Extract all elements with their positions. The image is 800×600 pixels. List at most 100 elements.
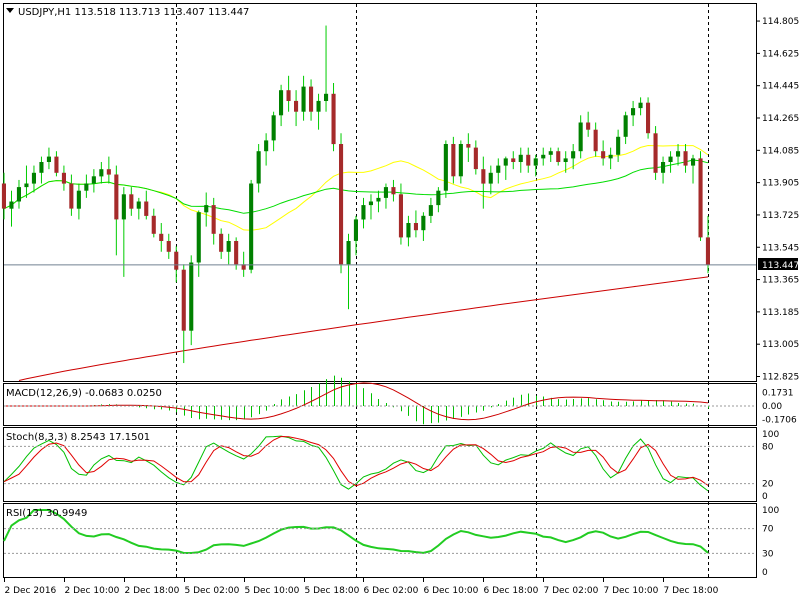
candle-body	[481, 169, 486, 184]
price-tick-label: 113.545	[762, 243, 799, 253]
candle-body	[204, 205, 209, 213]
candle-body	[631, 108, 636, 116]
candle-body	[578, 122, 583, 152]
candle-body	[608, 154, 613, 159]
candle-body	[646, 102, 651, 134]
candle-body	[586, 122, 591, 130]
price-tick-label: 114.805	[762, 17, 799, 27]
macd-histogram	[4, 375, 709, 425]
time-tick-label: 6 Dec 02:00	[364, 586, 419, 596]
candle-body	[533, 158, 538, 166]
candle-body	[368, 201, 373, 206]
candle-body	[189, 262, 194, 331]
time-axis: 2 Dec 2016 2 Dec 10:00 2 Dec 18:00 5 Dec 02…	[4, 578, 719, 596]
candle-body	[556, 151, 561, 162]
candle-body	[174, 251, 179, 270]
candle-body	[181, 269, 186, 331]
price-tick-label: 114.625	[762, 49, 799, 59]
time-tick-label: 5 Dec 10:00	[245, 586, 300, 596]
candle-body	[271, 115, 276, 141]
moving-averages	[3, 144, 709, 381]
candle-body	[526, 154, 531, 166]
candle-body	[76, 190, 81, 209]
stoch-title: Stoch(8,3,3) 8.2543 17.1501	[6, 432, 150, 443]
candle-body	[84, 183, 89, 191]
price-tick-label: 113.005	[762, 340, 799, 350]
candle-body	[443, 144, 448, 191]
indicator-axes: 0.1731 0.00 -0.1706 100 80 20 0 100 70 30 0	[762, 388, 797, 578]
candle-body	[99, 169, 104, 177]
candle-body	[638, 102, 643, 109]
candle-body	[256, 151, 261, 184]
candle-body	[69, 183, 74, 209]
stoch-tick-label: 0	[762, 492, 768, 502]
candle-body	[593, 129, 598, 152]
candle-body	[511, 158, 516, 162]
candle-body	[121, 194, 126, 220]
stoch-tick-label: 100	[762, 430, 779, 440]
time-tick-label: 7 Dec 18:00	[664, 586, 719, 596]
time-tick-label: 2 Dec 2016	[5, 586, 57, 596]
candle-body	[668, 156, 673, 162]
candle-body	[353, 219, 358, 241]
candle-body	[361, 205, 366, 220]
candle-body	[653, 133, 658, 173]
candle-body	[16, 187, 21, 202]
candle-body	[39, 162, 44, 173]
price-tick-label: 114.265	[762, 114, 799, 124]
candle-body	[376, 197, 381, 202]
candle-body	[136, 201, 141, 209]
macd-tick-label: 0.00	[762, 402, 782, 412]
candle-body	[346, 241, 351, 265]
stoch-signal-line	[3, 435, 709, 487]
time-tick-label: 7 Dec 10:00	[604, 586, 659, 596]
candle-body	[54, 156, 59, 173]
rsi-title: RSI(13) 30.9949	[6, 508, 87, 519]
ma-mid-line	[3, 159, 709, 214]
stoch-tick-label: 80	[762, 442, 774, 452]
symbol-header: USDJPY,H1 113.518 113.713 113.407 113.44…	[18, 7, 249, 18]
candle-body	[503, 158, 508, 166]
candle-body	[496, 165, 501, 173]
candle-body	[698, 158, 703, 238]
candle-body	[391, 187, 396, 195]
time-tick-label: 2 Dec 18:00	[125, 586, 180, 596]
candle-body	[294, 100, 299, 112]
macd-tick-label: 0.1731	[762, 388, 794, 398]
ma-slow-line	[18, 276, 709, 381]
candle-body	[339, 144, 344, 265]
current-price-label: 113.447	[762, 261, 799, 271]
candle-body	[563, 158, 568, 162]
rsi-tick-label: 0	[762, 568, 768, 578]
candle-body	[61, 172, 66, 184]
symbol-arrow-icon	[6, 8, 14, 13]
candle-body	[466, 144, 471, 148]
time-tick-label: 6 Dec 18:00	[484, 586, 539, 596]
candle-body	[661, 162, 666, 173]
time-tick-label: 5 Dec 18:00	[305, 586, 360, 596]
candle-body	[413, 223, 418, 231]
candle-body	[616, 136, 621, 155]
candle-body	[331, 93, 336, 145]
price-tick-label: 114.445	[762, 82, 799, 92]
candle-body	[458, 144, 463, 177]
price-axis: 114.805 114.625 114.445 114.265 114.085 113.9…	[756, 17, 799, 383]
candle-body	[601, 151, 606, 159]
candle-body	[541, 154, 546, 159]
time-tick-label: 5 Dec 02:00	[185, 586, 240, 596]
candle-body	[398, 194, 403, 238]
candlesticks	[1, 25, 710, 364]
candle-body	[286, 90, 291, 101]
candle-body	[114, 174, 119, 220]
candle-body	[473, 147, 478, 170]
candle-body	[1, 183, 6, 209]
candle-body	[309, 86, 314, 112]
price-tick-label: 113.905	[762, 179, 799, 189]
candle-body	[226, 241, 231, 252]
candle-body	[518, 154, 523, 162]
price-tick-label: 114.085	[762, 146, 799, 156]
candle-body	[264, 140, 269, 152]
candle-body	[24, 183, 29, 188]
rsi-tick-label: 100	[762, 506, 779, 516]
